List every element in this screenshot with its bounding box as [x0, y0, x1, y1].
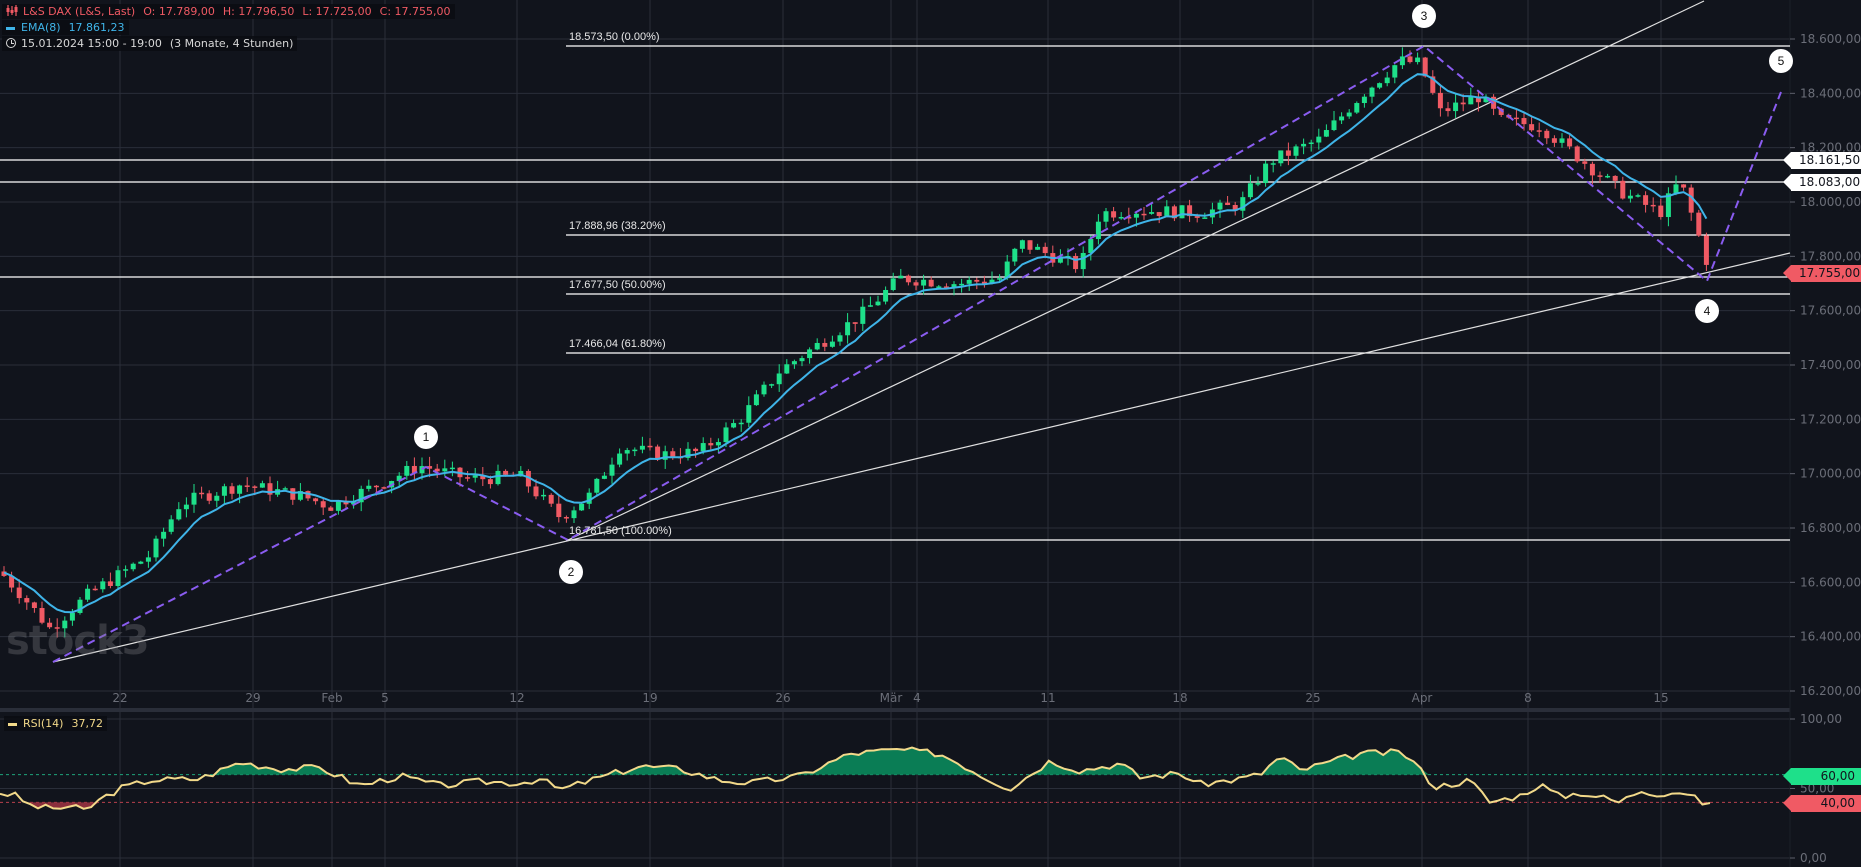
svg-text:19: 19	[642, 691, 657, 705]
ema-value: 17.861,23	[68, 21, 125, 34]
elliott-wave-label-4[interactable]: 4	[1695, 299, 1719, 323]
svg-text:16.600,00: 16.600,00	[1800, 575, 1861, 589]
ema-label: EMA(8)	[21, 21, 61, 34]
candlesticks	[1, 47, 1709, 638]
close-value: C: 17.755,00	[379, 5, 451, 18]
svg-text:29: 29	[245, 691, 260, 705]
svg-text:18.400,00: 18.400,00	[1800, 86, 1861, 100]
fibonacci-level-label: 17.888,96 (38.20%)	[569, 220, 666, 232]
fibonacci-level-label: 17.466,04 (61.80%)	[569, 338, 666, 350]
candlestick-icon	[6, 5, 18, 16]
svg-text:100,00: 100,00	[1800, 712, 1842, 726]
rsi-swatch-icon	[8, 722, 17, 726]
svg-text:26: 26	[775, 691, 790, 705]
rsi-level-tag: 40,00	[1783, 795, 1861, 812]
svg-text:18.200,00: 18.200,00	[1800, 141, 1861, 155]
svg-text:17.200,00: 17.200,00	[1800, 412, 1861, 426]
svg-text:22: 22	[112, 691, 127, 705]
fibonacci-level-label: 16.781,50 (100.00%)	[569, 525, 672, 537]
ema-swatch-icon	[6, 26, 15, 30]
rsi-level-tag: 60,00	[1783, 768, 1861, 785]
rsi-legend[interactable]: RSI(14) 37,72	[4, 716, 107, 731]
fibonacci-level-label: 18.573,50 (0.00%)	[569, 31, 660, 43]
svg-text:11: 11	[1040, 691, 1055, 705]
svg-text:50,00: 50,00	[1800, 782, 1834, 796]
svg-text:Apr: Apr	[1412, 691, 1433, 705]
period-label: (3 Monate, 4 Stunden)	[169, 37, 294, 50]
price-tag: 18.083,00	[1783, 174, 1861, 191]
axes: 18.600,00 18.400,00 18.200,00 18.000,00 17.8…	[112, 32, 1861, 865]
svg-text:17.600,00: 17.600,00	[1800, 304, 1861, 318]
elliott-wave-label-5[interactable]: 5	[1769, 49, 1793, 73]
rsi-label: RSI(14)	[23, 717, 64, 730]
instrument-name: L&S DAX (L&S, Last)	[23, 5, 136, 18]
instrument-legend[interactable]: L&S DAX (L&S, Last) O: 17.789,00 H: 17.796…	[2, 4, 455, 19]
svg-text:17.400,00: 17.400,00	[1800, 358, 1861, 372]
svg-text:12: 12	[509, 691, 524, 705]
elliott-wave-lines	[52, 44, 1782, 663]
svg-text:18.000,00: 18.000,00	[1800, 195, 1861, 209]
ema-line	[3, 73, 1708, 614]
svg-text:17.000,00: 17.000,00	[1800, 467, 1861, 481]
fibonacci-lines	[0, 45, 1790, 541]
time-legend: 15.01.2024 15:00 - 19:00 (3 Monate, 4 Stu…	[2, 36, 298, 51]
svg-text:8: 8	[1524, 691, 1532, 705]
elliott-wave-label-3[interactable]: 3	[1412, 4, 1436, 28]
low-value: L: 17.725,00	[302, 5, 372, 18]
svg-text:25: 25	[1305, 691, 1320, 705]
high-value: H: 17.796,50	[222, 5, 295, 18]
trend-lines	[52, 0, 1791, 663]
clock-icon	[6, 38, 16, 48]
svg-text:18.600,00: 18.600,00	[1800, 32, 1861, 46]
svg-text:Mär: Mär	[880, 691, 903, 705]
price-tag: 17.755,00	[1783, 265, 1861, 282]
ema-legend[interactable]: EMA(8) 17.861,23	[2, 20, 129, 35]
svg-text:15: 15	[1653, 691, 1668, 705]
watermark-logo: stock3	[6, 618, 150, 664]
rsi-value: 37,72	[71, 717, 103, 730]
rsi-pane	[0, 746, 1790, 810]
time-range: 15.01.2024 15:00 - 19:00	[21, 37, 162, 50]
svg-text:Feb: Feb	[321, 691, 342, 705]
svg-text:16.400,00: 16.400,00	[1800, 630, 1861, 644]
grid-lines	[0, 0, 1791, 867]
fibonacci-level-label: 17.677,50 (50.00%)	[569, 279, 666, 291]
svg-text:17.800,00: 17.800,00	[1800, 249, 1861, 263]
open-value: O: 17.789,00	[143, 5, 215, 18]
elliott-wave-label-2[interactable]: 2	[559, 560, 583, 584]
svg-text:4: 4	[913, 691, 921, 705]
price-tag: 18.161,50	[1783, 152, 1861, 169]
svg-text:0,00: 0,00	[1800, 851, 1827, 865]
svg-text:5: 5	[381, 691, 389, 705]
elliott-wave-label-1[interactable]: 1	[414, 425, 438, 449]
svg-text:16.200,00: 16.200,00	[1800, 684, 1861, 698]
svg-text:18: 18	[1172, 691, 1187, 705]
svg-text:16.800,00: 16.800,00	[1800, 521, 1861, 535]
